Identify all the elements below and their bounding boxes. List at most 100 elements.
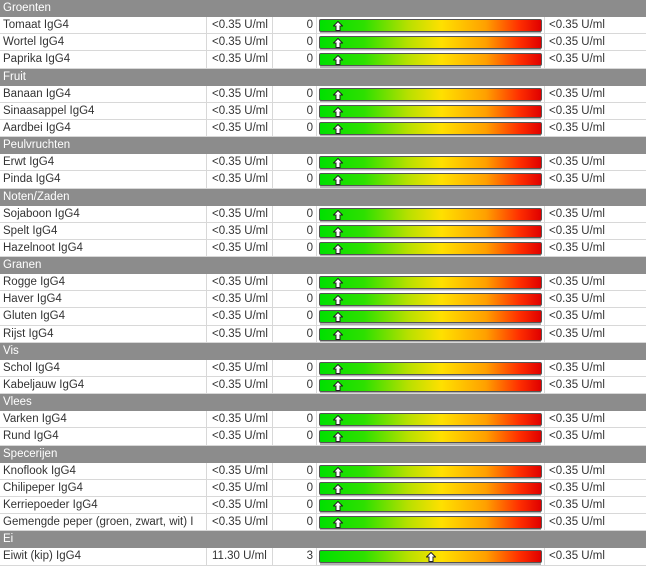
class-number: 0 (272, 462, 316, 479)
level-bar-cell (316, 102, 544, 119)
reference-value: <0.35 U/ml (544, 514, 646, 531)
level-marker-arrow-icon (332, 381, 343, 391)
class-number: 0 (272, 51, 316, 68)
measured-value: <0.35 U/ml (206, 496, 272, 514)
allergen-name: Tomaat IgG4 (3, 19, 69, 31)
class-number: 0 (272, 171, 316, 188)
class-number: 0 (272, 85, 316, 102)
allergen-name: Rijst IgG4 (3, 327, 54, 340)
class-number: 0 (272, 119, 316, 137)
reference-value: <0.35 U/ml (544, 274, 646, 291)
class-number: 0 (272, 154, 316, 171)
table-row: Pinda IgG4 <0.35 U/ml 0 <0.35 U/ml (0, 171, 646, 189)
measured-value: <0.35 U/ml (206, 222, 272, 239)
measured-value: <0.35 U/ml (206, 51, 272, 68)
allergen-name: Rund IgG4 (3, 430, 59, 443)
level-bar-cell (316, 359, 544, 376)
level-marker-arrow-icon (332, 21, 343, 31)
level-bar-cell (316, 377, 544, 394)
level-marker-arrow-icon (332, 500, 343, 511)
reference-value: <0.35 U/ml (544, 377, 646, 394)
table-row: Gluten IgG4 <0.35 U/ml 0 <0.35 U/ml (0, 308, 646, 326)
level-bar-cell (316, 119, 544, 137)
table-row: Spelt IgG4 <0.35 U/ml 0 <0.35 U/ml (0, 222, 646, 240)
table-row: Haver IgG4 <0.35 U/ml 0 <0.35 U/ml (0, 291, 646, 309)
class-number: 0 (272, 325, 316, 342)
level-bar-cell (316, 514, 544, 531)
measured-value: <0.35 U/ml (206, 274, 272, 291)
level-marker-arrow-icon (332, 518, 343, 529)
class-number: 0 (272, 514, 316, 531)
allergen-name: Kabeljauw IgG4 (3, 379, 85, 391)
group-header: Vlees (0, 394, 646, 412)
group-header: Groenten (0, 0, 646, 17)
level-gradient-bar (319, 241, 542, 257)
table-row: Hazelnoot IgG4 <0.35 U/ml 0 <0.35 U/ml (0, 239, 646, 258)
reference-value: <0.35 U/ml (544, 51, 646, 68)
allergen-name: Aardbei IgG4 (3, 121, 71, 134)
class-number: 0 (272, 428, 316, 445)
level-bar-cell (316, 462, 544, 479)
table-row: Gemengde peper (groen, zwart, wit) I <0.3… (0, 514, 646, 532)
table-row: Varken IgG4 <0.35 U/ml 0 <0.35 U/ml (0, 411, 646, 429)
allergen-name: Kerriepoeder IgG4 (3, 498, 98, 511)
group-header: Specerijen (0, 445, 646, 463)
level-bar-cell (316, 34, 544, 51)
table-row: Chilipeper IgG4 <0.35 U/ml 0 <0.35 U/ml (0, 479, 646, 497)
level-marker-arrow-icon (332, 123, 343, 134)
level-marker-arrow-icon (332, 329, 343, 340)
level-gradient-bar (319, 87, 542, 102)
allergen-name: Banaan IgG4 (3, 87, 71, 100)
class-number: 0 (272, 377, 316, 394)
measured-value: <0.35 U/ml (206, 514, 272, 531)
reference-value: <0.35 U/ml (544, 119, 646, 137)
level-marker-arrow-icon (332, 483, 343, 494)
class-number: 0 (272, 222, 316, 239)
class-number: 0 (272, 359, 316, 376)
level-marker-arrow-icon (332, 243, 343, 254)
allergen-name: Knoflook IgG4 (3, 464, 76, 477)
level-gradient-bar (319, 310, 542, 325)
allergen-name: Pinda IgG4 (3, 173, 61, 186)
measured-value: <0.35 U/ml (206, 34, 272, 51)
level-gradient-bar (319, 464, 542, 479)
class-number: 0 (272, 496, 316, 514)
level-bar-cell (316, 496, 544, 514)
level-marker-arrow-icon (332, 415, 343, 426)
table-row: Erwt IgG4 <0.35 U/ml 0 <0.35 U/ml (0, 154, 646, 172)
table-row: Rund IgG4 <0.35 U/ml 0 <0.35 U/ml (0, 428, 646, 446)
level-gradient-bar (319, 121, 542, 137)
level-bar-cell (316, 548, 544, 565)
measured-value: <0.35 U/ml (206, 154, 272, 171)
allergen-name: Spelt IgG4 (3, 224, 58, 237)
reference-value: <0.35 U/ml (544, 171, 646, 188)
class-number: 0 (272, 411, 316, 428)
level-gradient-bar (319, 379, 542, 394)
allergen-name: Chilipeper IgG4 (3, 481, 83, 494)
level-bar-cell (316, 51, 544, 68)
group-header: Ei (0, 531, 646, 549)
allergen-name: Varken IgG4 (3, 413, 67, 426)
table-row: Aardbei IgG4 <0.35 U/ml 0 <0.35 U/ml (0, 119, 646, 138)
reference-value: <0.35 U/ml (544, 239, 646, 257)
level-marker-arrow-icon (332, 432, 343, 443)
reference-value: <0.35 U/ml (544, 154, 646, 171)
level-bar-cell (316, 85, 544, 102)
level-marker-arrow-icon (332, 278, 343, 289)
measured-value: <0.35 U/ml (206, 462, 272, 479)
allergen-name: Eiwit (kip) IgG4 (3, 550, 81, 563)
level-gradient-bar (319, 361, 542, 376)
class-number: 0 (272, 308, 316, 325)
measured-value: <0.35 U/ml (206, 377, 272, 394)
level-bar-cell (316, 308, 544, 325)
measured-value: 11.30 U/ml (206, 548, 272, 565)
group-header: Fruit (0, 68, 646, 86)
table-row: Schol IgG4 <0.35 U/ml 0 <0.35 U/ml (0, 359, 646, 377)
class-number: 0 (272, 291, 316, 308)
group-header: Peulvruchten (0, 137, 646, 155)
reference-value: <0.35 U/ml (544, 308, 646, 325)
reference-value: <0.35 U/ml (544, 359, 646, 376)
allergen-name: Gemengde peper (groen, zwart, wit) I (3, 516, 194, 529)
level-marker-arrow-icon (332, 363, 343, 374)
